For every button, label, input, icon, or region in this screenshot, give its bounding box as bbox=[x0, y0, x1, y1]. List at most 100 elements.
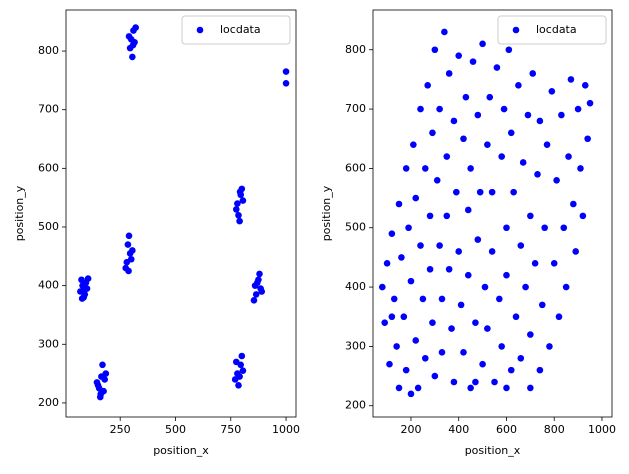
point bbox=[572, 248, 580, 255]
point bbox=[445, 265, 453, 273]
x-axis-label: position_x bbox=[153, 444, 209, 457]
point bbox=[469, 58, 477, 65]
y-tick-label: 600 bbox=[38, 161, 59, 174]
point bbox=[407, 277, 415, 285]
x-tick-label: 200 bbox=[400, 423, 421, 436]
point bbox=[474, 111, 482, 119]
point bbox=[250, 296, 258, 304]
point bbox=[429, 129, 436, 137]
point bbox=[402, 366, 410, 374]
point bbox=[510, 188, 517, 196]
point bbox=[393, 343, 400, 350]
point bbox=[488, 188, 496, 196]
y-tick-label: 800 bbox=[345, 43, 366, 56]
point bbox=[474, 236, 482, 243]
legend-marker bbox=[512, 26, 520, 34]
point bbox=[538, 301, 546, 309]
point bbox=[467, 165, 474, 172]
point bbox=[395, 200, 403, 208]
point bbox=[527, 331, 534, 338]
point bbox=[99, 361, 106, 369]
point bbox=[548, 87, 556, 95]
point bbox=[236, 188, 244, 196]
point bbox=[460, 349, 467, 356]
point bbox=[258, 288, 266, 295]
point bbox=[507, 129, 515, 137]
point bbox=[438, 349, 446, 356]
point bbox=[570, 200, 577, 208]
y-tick-label: 500 bbox=[38, 220, 59, 233]
point bbox=[424, 82, 431, 89]
point bbox=[398, 254, 405, 261]
point bbox=[125, 232, 133, 240]
point bbox=[256, 270, 263, 278]
legend-box bbox=[181, 15, 291, 45]
y-axis-label: position_y bbox=[320, 185, 333, 241]
point bbox=[472, 378, 479, 386]
point bbox=[132, 24, 139, 31]
point bbox=[507, 366, 515, 374]
point bbox=[584, 135, 591, 143]
point bbox=[429, 319, 436, 326]
point bbox=[412, 337, 420, 344]
point bbox=[555, 313, 563, 321]
point bbox=[421, 354, 429, 362]
x-axis-label: position_x bbox=[465, 444, 521, 457]
point bbox=[129, 53, 136, 61]
point bbox=[457, 301, 465, 309]
point bbox=[517, 242, 525, 249]
point bbox=[433, 176, 441, 184]
point bbox=[496, 295, 503, 303]
y-tick-label: 300 bbox=[38, 337, 59, 350]
point bbox=[565, 153, 572, 160]
point bbox=[417, 105, 424, 113]
point bbox=[78, 295, 86, 302]
point bbox=[505, 46, 513, 54]
y-tick-label: 600 bbox=[345, 161, 366, 174]
point bbox=[125, 267, 132, 275]
y-tick-label: 700 bbox=[345, 102, 366, 115]
point bbox=[232, 358, 240, 366]
point bbox=[493, 64, 501, 71]
x-tick-label: 750 bbox=[220, 423, 241, 436]
point bbox=[536, 117, 544, 125]
point bbox=[405, 224, 412, 232]
y-tick-label: 300 bbox=[345, 339, 366, 352]
point bbox=[282, 68, 290, 75]
point bbox=[462, 93, 470, 101]
point bbox=[235, 211, 242, 219]
x-tick-label: 250 bbox=[110, 423, 131, 436]
point bbox=[450, 378, 458, 386]
point bbox=[125, 33, 133, 40]
point bbox=[426, 212, 434, 220]
point bbox=[531, 260, 539, 267]
point bbox=[417, 242, 424, 249]
point bbox=[536, 366, 544, 374]
point bbox=[527, 212, 534, 220]
point bbox=[479, 40, 486, 48]
x-tick-label: 600 bbox=[496, 423, 517, 436]
y-axis-label: position_y bbox=[13, 185, 26, 241]
point bbox=[386, 360, 393, 368]
point bbox=[479, 360, 486, 368]
point bbox=[581, 82, 589, 89]
point bbox=[252, 291, 260, 298]
point bbox=[412, 194, 420, 202]
point bbox=[236, 217, 243, 225]
point bbox=[484, 325, 491, 332]
point bbox=[443, 212, 451, 220]
point bbox=[443, 153, 451, 160]
x-tick-label: 400 bbox=[448, 423, 469, 436]
point bbox=[464, 271, 472, 279]
point bbox=[562, 283, 570, 291]
point bbox=[503, 224, 510, 232]
point bbox=[541, 224, 548, 232]
point bbox=[232, 206, 240, 213]
x-tick-label: 500 bbox=[165, 423, 186, 436]
point bbox=[238, 352, 246, 360]
point bbox=[527, 384, 534, 392]
point bbox=[577, 165, 584, 172]
point bbox=[431, 46, 439, 54]
y-tick-label: 400 bbox=[38, 279, 59, 292]
